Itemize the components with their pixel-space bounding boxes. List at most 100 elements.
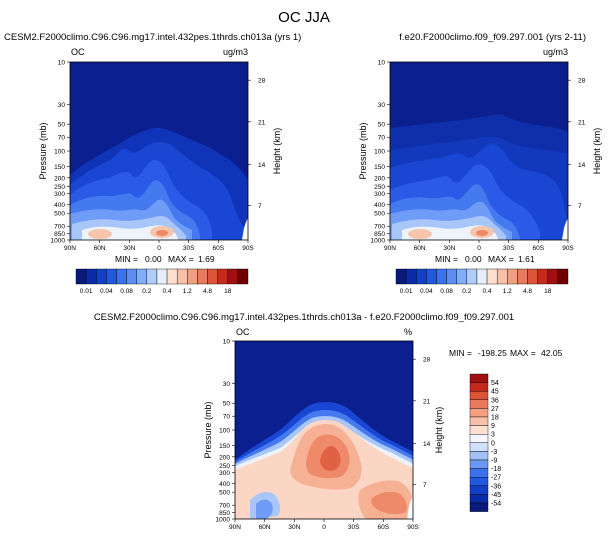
height-tick-label: 14 (258, 162, 266, 169)
pressure-tick-label: 300 (374, 191, 385, 198)
colorbar-swatch (416, 268, 427, 285)
pressure-tick-label: 50 (378, 122, 386, 129)
colorbar-swatch (187, 268, 198, 285)
panel-3-contour-pos-3-south (371, 491, 407, 515)
pressure-tick-label: 250 (54, 184, 65, 191)
colorbar-label: 18 (491, 415, 499, 422)
panel-3-contour-pos-4 (320, 446, 341, 471)
pressure-tick-label: 30 (58, 102, 66, 109)
panel-2-terrain-antarctica (562, 218, 568, 240)
colorbar-swatch (469, 425, 489, 435)
colorbar-label: 45 (491, 389, 499, 396)
colorbar-swatch (469, 373, 489, 383)
pressure-tick-label: 150 (374, 164, 385, 171)
figure-title: OC JJA (278, 9, 330, 26)
colorbar-swatch (217, 268, 228, 285)
pressure-tick-label: 1000 (216, 517, 231, 524)
colorbar-swatch (469, 391, 489, 401)
pressure-tick-label: 200 (54, 175, 65, 182)
latitude-tick-label: 30S (348, 524, 360, 531)
colorbar-label: 54 (491, 380, 499, 387)
colorbar-swatch (476, 268, 488, 285)
height-tick-label: 21 (423, 398, 431, 405)
colorbar-swatch (466, 268, 478, 285)
pressure-tick-label: 300 (54, 191, 65, 198)
height-tick-label: 14 (423, 441, 431, 448)
colorbar-label: 27 (491, 406, 499, 413)
colorbar-swatch (469, 451, 489, 461)
colorbar-swatch (527, 268, 538, 285)
panel-1-right-axis-label: Height (km) (272, 128, 282, 175)
colorbar-swatch (237, 268, 249, 285)
panel-2-hotspot-equator-core (476, 230, 488, 236)
pressure-tick-label: 100 (54, 149, 65, 156)
panel-3-latitude-axis: 90N 60N 30N 0 30S 60S 90S (229, 519, 419, 531)
panel-3-units-label: % (404, 327, 412, 337)
height-tick-label: 14 (578, 162, 586, 169)
pressure-tick-label: 150 (54, 164, 65, 171)
pressure-tick-label: 700 (219, 503, 230, 510)
colorbar-swatch (426, 268, 437, 285)
panel-2-contour-field (390, 62, 568, 240)
colorbar-swatch (126, 268, 137, 285)
panel-1-min-label: MIN = (115, 254, 138, 264)
panel-2-right-axis-label: Height (km) (592, 128, 602, 175)
panel-3-surface-blue-patch-2 (256, 499, 273, 519)
colorbar-label: 4.8 (523, 288, 532, 295)
colorbar-swatch (469, 416, 489, 426)
colorbar-label: 0.04 (420, 288, 433, 295)
panel-2-colorbar: 0.01 0.04 0.08 0.2 0.4 1.2 4.8 18 (395, 268, 569, 295)
pressure-tick-label: 200 (219, 454, 230, 461)
colorbar-swatch (96, 268, 107, 285)
panel-3-y-axis-label: Pressure (mb) (203, 401, 213, 458)
pressure-tick-label: 50 (58, 122, 66, 129)
latitude-tick-label: 0 (322, 524, 326, 531)
colorbar-swatch (176, 268, 188, 285)
panel-1-max-value: 1.69 (198, 254, 215, 264)
latitude-tick-label: 90S (407, 524, 419, 531)
pressure-tick-label: 850 (54, 231, 65, 238)
panel-2: f.e20.F2000climo.f09_f09.297.001 (yrs 2-… (358, 32, 602, 295)
colorbar-label: 0.08 (120, 288, 133, 295)
pressure-tick-label: 10 (223, 339, 231, 346)
pressure-tick-label: 10 (58, 60, 66, 67)
height-tick-label: 28 (578, 78, 586, 85)
colorbar-swatch (557, 268, 569, 285)
colorbar-swatch (469, 442, 489, 452)
latitude-tick-label: 30N (123, 245, 135, 252)
latitude-tick-label: 60N (414, 245, 426, 252)
colorbar-swatch (469, 494, 489, 504)
panel-1-colorbar: 0.01 0.04 0.08 0.2 0.4 1.2 4.8 18 (75, 268, 249, 295)
latitude-tick-label: 30S (183, 245, 195, 252)
colorbar-swatch (405, 268, 417, 285)
colorbar-swatch (469, 468, 489, 478)
colorbar-label: 1.2 (183, 288, 192, 295)
colorbar-swatch (469, 434, 489, 444)
latitude-tick-label: 30N (443, 245, 455, 252)
pressure-tick-label: 100 (374, 149, 385, 156)
pressure-tick-label: 10 (378, 60, 386, 67)
latitude-tick-label: 60S (213, 245, 225, 252)
colorbar-label: -3 (491, 449, 497, 456)
panel-2-hotspot-south (408, 229, 432, 239)
height-tick-label: 21 (578, 119, 586, 126)
panel-2-units-label: ug/m3 (543, 47, 568, 57)
colorbar-label: 0.4 (163, 288, 172, 295)
colorbar-swatch (156, 268, 168, 285)
colorbar-swatch (116, 268, 127, 285)
panel-1-height-axis: 28 21 14 7 (248, 78, 266, 210)
panel-1-y-axis-label: Pressure (mb) (38, 122, 48, 179)
colorbar-label: 0.01 (400, 288, 413, 295)
pressure-tick-label: 150 (219, 443, 230, 450)
panel-1-terrain-antarctica (242, 218, 248, 240)
latitude-tick-label: 90N (64, 245, 76, 252)
panel-3-max-label: MAX = (510, 348, 536, 358)
colorbar-swatch (507, 268, 518, 285)
latitude-tick-label: 0 (157, 245, 161, 252)
pressure-tick-label: 70 (58, 135, 66, 142)
panel-1-stats: MIN = 0.00 MAX = 1.69 (115, 254, 215, 264)
colorbar-label: 3 (491, 432, 495, 439)
colorbar-label: 0.2 (142, 288, 151, 295)
